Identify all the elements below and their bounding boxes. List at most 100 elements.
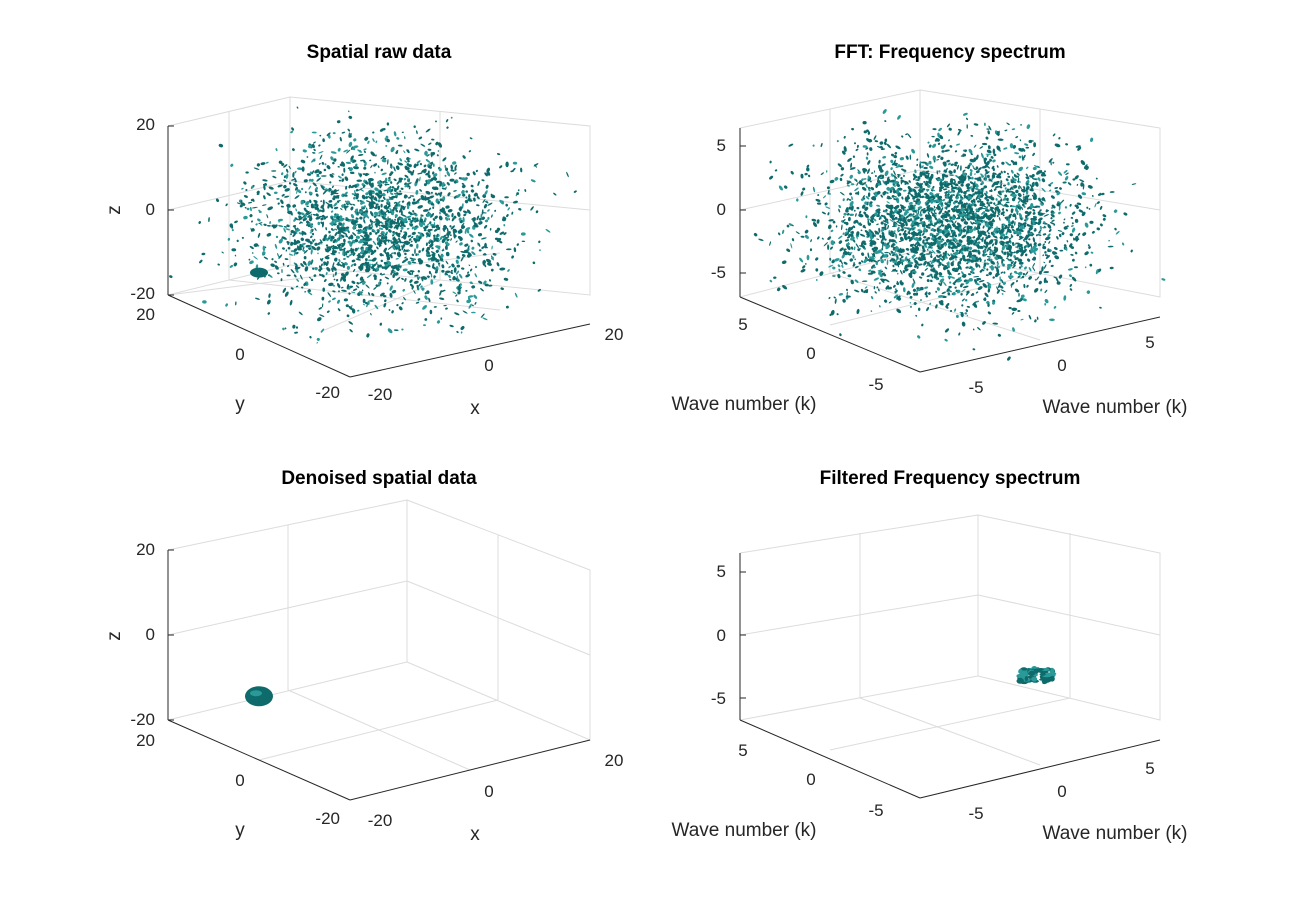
- isosurface-fragment: [1065, 163, 1070, 166]
- isosurface-fragment: [477, 233, 483, 237]
- isosurface-fragment: [339, 136, 342, 142]
- isosurface-fragment: [982, 283, 988, 288]
- isosurface-fragment: [308, 178, 312, 182]
- isosurface-fragment: [545, 228, 551, 233]
- isosurface-fragment: [249, 214, 253, 218]
- isosurface-fragment: [283, 164, 288, 168]
- isosurface-fragment: [393, 201, 397, 204]
- isosurface-fragment: [1096, 201, 1100, 204]
- isosurface-fragment: [1109, 191, 1115, 193]
- isosurface-fragment: [874, 291, 877, 294]
- isosurface-fragment: [284, 258, 289, 261]
- isosurface-fragment: [470, 184, 474, 188]
- isosurface-fragment: [364, 301, 368, 305]
- isosurface-fragment: [343, 298, 348, 302]
- isosurface-fragment: [850, 246, 854, 250]
- isosurface-fragment: [322, 190, 327, 195]
- isosurface-fragment: [277, 218, 283, 222]
- isosurface-fragment: [937, 142, 941, 145]
- isosurface-fragment: [1073, 237, 1080, 241]
- isosurface-fragment: [1064, 206, 1068, 209]
- isosurface-fragment: [380, 259, 384, 263]
- isosurface-fragment: [365, 229, 368, 232]
- isosurface-fragment: [348, 115, 353, 119]
- isosurface-fragment: [417, 298, 421, 301]
- isosurface-fragment: [915, 292, 919, 296]
- isosurface-fragment: [820, 172, 824, 176]
- isosurface-fragment: [935, 290, 938, 293]
- isosurface-fragment: [468, 303, 472, 309]
- isosurface-fragment: [992, 322, 999, 325]
- isosurface-fragment: [198, 221, 201, 224]
- isosurface-fragment: [1081, 192, 1087, 196]
- isosurface-fragment: [248, 258, 251, 261]
- isosurface-fragment: [1094, 202, 1097, 208]
- isosurface-fragment: [407, 159, 410, 163]
- title-spatial-raw: Spatial raw data: [307, 42, 452, 63]
- isosurface-fragment: [884, 266, 888, 270]
- isosurface-fragment: [1102, 217, 1106, 221]
- isosurface-fragment: [439, 297, 445, 300]
- isosurface-fragment: [876, 204, 881, 207]
- isosurface-fragment: [331, 297, 336, 301]
- isosurface-fragment: [769, 279, 773, 283]
- isosurface-fragment: [804, 263, 807, 265]
- isosurface-fragment: [265, 161, 269, 164]
- isosurface-fragment: [482, 317, 488, 321]
- isosurface-fragment: [310, 213, 313, 217]
- isosurface-fragment: [451, 213, 454, 218]
- isosurface-fragment: [854, 142, 856, 145]
- isosurface-fragment: [398, 232, 401, 236]
- isosurface-fragment: [311, 143, 315, 149]
- isosurface-fragment: [493, 210, 496, 212]
- isosurface-fragment: [468, 233, 474, 238]
- isosurface-fragment: [314, 227, 317, 231]
- isosurface-fragment: [998, 217, 1001, 221]
- isosurface-fragment: [300, 159, 306, 164]
- isosurface-fragment: [1051, 219, 1055, 222]
- isosurface-fragment: [366, 274, 372, 279]
- isosurface-fragment: [362, 303, 365, 306]
- isosurface-fragment: [422, 305, 428, 310]
- xlabel: x: [470, 398, 480, 419]
- isosurface-fragment: [337, 147, 341, 152]
- isosurface-fragment: [312, 267, 315, 270]
- isosurface-fragment: [827, 212, 830, 216]
- isosurface-fragment: [384, 276, 390, 280]
- isosurface-fragment: [412, 198, 416, 202]
- isosurface-fragment: [446, 170, 451, 177]
- isosurface-fragment: [369, 219, 372, 223]
- isosurface-fragment: [815, 279, 818, 281]
- isosurface-fragment: [905, 248, 910, 251]
- isosurface-fragment: [331, 228, 334, 231]
- isosurface-fragment: [281, 268, 283, 274]
- isosurface-fragment: [1034, 319, 1037, 323]
- isosurface-fragment: [411, 226, 414, 230]
- isosurface-fragment: [326, 188, 331, 193]
- isosurface-fragment: [344, 271, 349, 276]
- isosurface-fragment: [1033, 668, 1041, 673]
- isosurface-fragment: [1005, 178, 1009, 182]
- isosurface-fragment: [468, 194, 471, 199]
- isosurface-fragment: [250, 227, 253, 233]
- isosurface-fragment: [286, 274, 291, 277]
- isosurface-fragment: [834, 177, 839, 181]
- isosurface-fragment: [454, 172, 457, 175]
- isosurface-fragment: [446, 126, 449, 129]
- isosurface-fragment: [383, 247, 387, 253]
- isosurface-fragment: [378, 224, 381, 227]
- isosurface-fragment: [327, 292, 332, 298]
- isosurface-fragment: [491, 245, 493, 250]
- isosurface-fragment: [387, 159, 389, 165]
- isosurface-fragment: [390, 252, 395, 255]
- isosurface-fragment: [468, 264, 471, 267]
- isosurface-fragment: [849, 200, 854, 207]
- isosurface-fragment: [1130, 249, 1133, 253]
- xtick-mid: 0: [484, 356, 493, 375]
- isosurface-fragment: [389, 173, 392, 177]
- isosurface-fragment: [348, 110, 350, 113]
- isosurface-fragment: [425, 249, 430, 255]
- isosurface-fragment: [379, 322, 383, 326]
- isosurface-fragment: [375, 203, 378, 207]
- isosurface-fragment: [271, 224, 276, 228]
